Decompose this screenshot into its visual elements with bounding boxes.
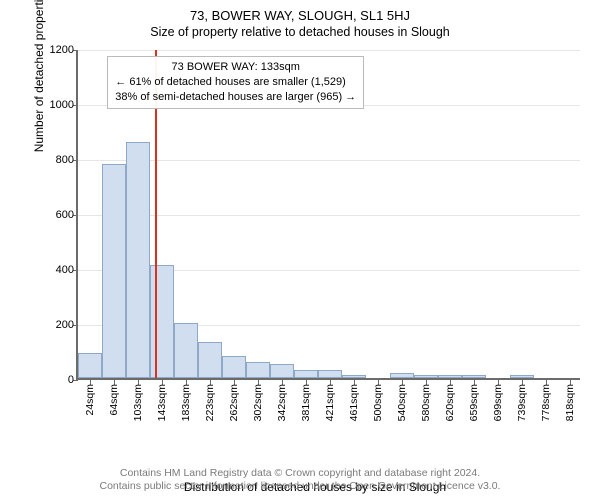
footer-attribution: Contains HM Land Registry data © Crown c…: [0, 467, 600, 494]
chart-title: 73, BOWER WAY, SLOUGH, SL1 5HJ: [0, 8, 600, 23]
xtick-label: 342sqm: [276, 384, 288, 421]
ytick-label: 1200: [46, 44, 74, 56]
xtick-label: 64sqm: [108, 384, 120, 416]
xtick-label: 223sqm: [204, 384, 216, 421]
bar: [78, 353, 102, 378]
gridline: [78, 215, 580, 216]
plot-region: 02004006008001000120024sqm64sqm103sqm143…: [76, 50, 580, 380]
bar: [222, 356, 246, 378]
xtick-label: 262sqm: [228, 384, 240, 421]
chart-area: Number of detached properties 0200400600…: [50, 50, 580, 420]
ytick-label: 600: [46, 209, 74, 221]
xtick-label: 540sqm: [396, 384, 408, 421]
bar: [126, 142, 150, 379]
bar: [198, 342, 222, 378]
bar: [414, 375, 438, 378]
annotation-line2: ← 61% of detached houses are smaller (1,…: [115, 75, 356, 90]
ytick-label: 200: [46, 319, 74, 331]
bar: [270, 364, 294, 378]
chart-header: 73, BOWER WAY, SLOUGH, SL1 5HJ Size of p…: [0, 0, 600, 39]
xtick-label: 778sqm: [540, 384, 552, 421]
xtick-label: 620sqm: [444, 384, 456, 421]
xtick-label: 143sqm: [156, 384, 168, 421]
annotation-box: 73 BOWER WAY: 133sqm← 61% of detached ho…: [107, 56, 364, 109]
xtick-label: 699sqm: [492, 384, 504, 421]
bar: [294, 370, 318, 378]
bar: [438, 375, 462, 378]
xtick-label: 183sqm: [180, 384, 192, 421]
xtick-label: 302sqm: [252, 384, 264, 421]
bar: [462, 375, 486, 378]
footer-line2: Contains public sector information licen…: [0, 480, 600, 494]
bar: [246, 362, 270, 379]
xtick-label: 818sqm: [564, 384, 576, 421]
gridline: [78, 50, 580, 51]
xtick-label: 580sqm: [420, 384, 432, 421]
gridline: [78, 160, 580, 161]
xtick-label: 739sqm: [516, 384, 528, 421]
ytick-label: 0: [46, 374, 74, 386]
xtick-label: 461sqm: [348, 384, 360, 421]
xtick-label: 421sqm: [324, 384, 336, 421]
xtick-label: 381sqm: [300, 384, 312, 421]
bar: [102, 164, 126, 379]
bar: [510, 375, 534, 378]
xtick-label: 500sqm: [372, 384, 384, 421]
ytick-label: 800: [46, 154, 74, 166]
bar: [174, 323, 198, 378]
annotation-line1: 73 BOWER WAY: 133sqm: [115, 60, 356, 75]
footer-line1: Contains HM Land Registry data © Crown c…: [0, 467, 600, 481]
bar: [390, 373, 414, 379]
xtick-label: 24sqm: [84, 384, 96, 416]
ytick-label: 400: [46, 264, 74, 276]
ytick-label: 1000: [46, 99, 74, 111]
xtick-label: 659sqm: [468, 384, 480, 421]
chart-subtitle: Size of property relative to detached ho…: [0, 25, 600, 39]
bar: [342, 375, 366, 378]
xtick-label: 103sqm: [132, 384, 144, 421]
annotation-line3: 38% of semi-detached houses are larger (…: [115, 90, 356, 105]
y-axis-label: Number of detached properties: [32, 0, 46, 152]
bar: [150, 265, 174, 378]
bar: [318, 370, 342, 378]
